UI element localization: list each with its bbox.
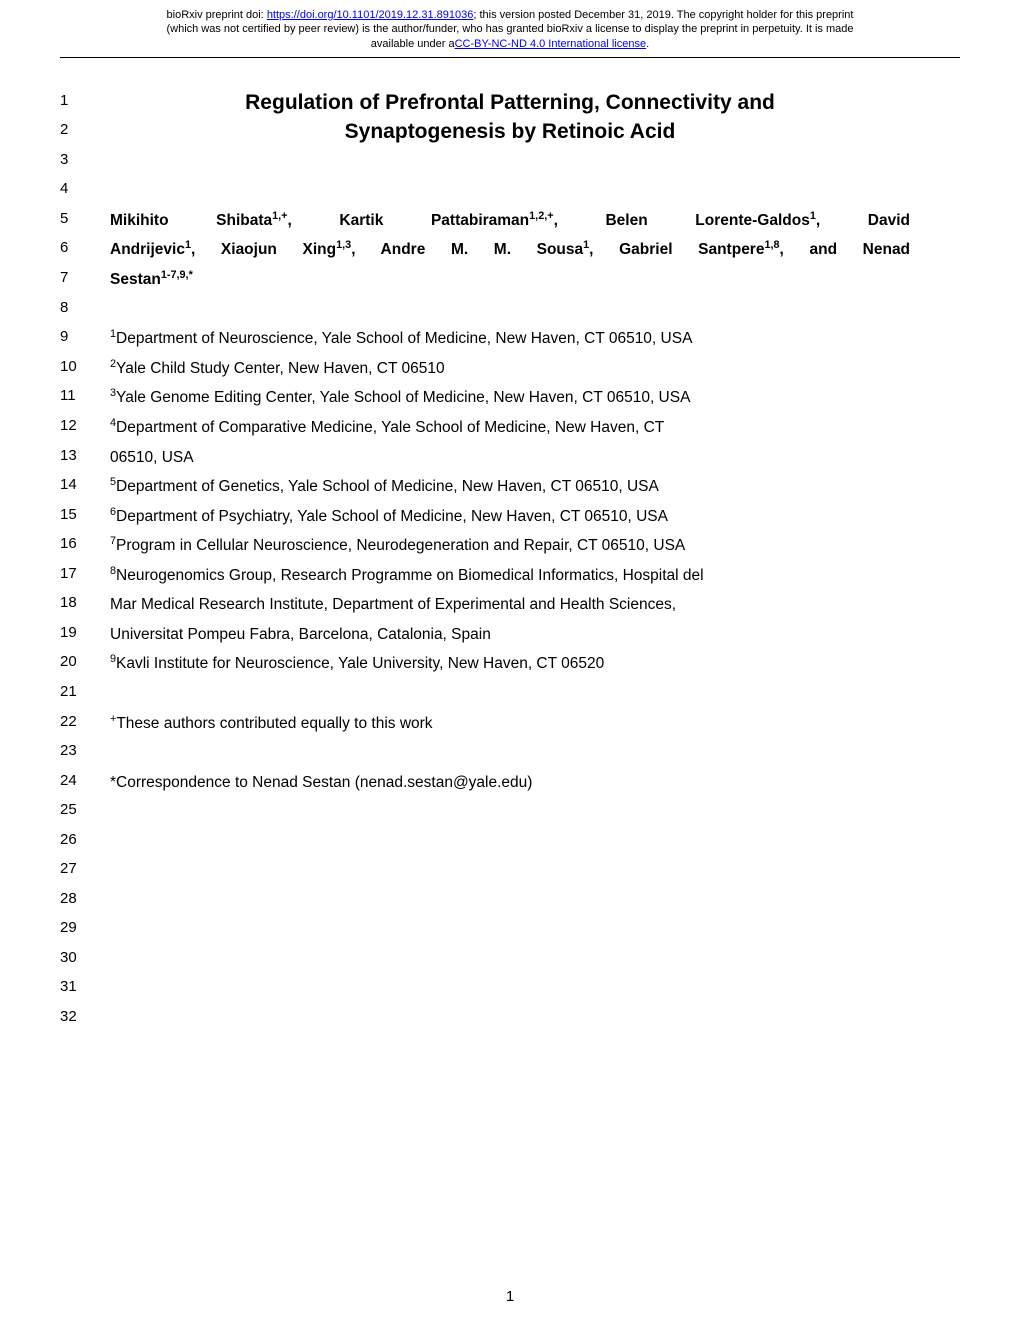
- line-number: 13: [60, 443, 110, 464]
- line-number: 7: [60, 265, 110, 286]
- line-number: 6: [60, 235, 110, 256]
- line-number: 32: [60, 1004, 110, 1025]
- page-wrapper: bioRxiv preprint doi: https://doi.org/10…: [0, 0, 1020, 1320]
- authors-line-1: Mikihito Shibata1,+, Kartik Pattabiraman…: [110, 206, 910, 236]
- affiliation-8b: Mar Medical Research Institute, Departme…: [110, 590, 910, 619]
- line-row: 9 1Department of Neuroscience, Yale Scho…: [60, 324, 910, 354]
- line-row: 23: [60, 738, 910, 768]
- line-row: 14 5Department of Genetics, Yale School …: [60, 472, 910, 502]
- affiliation-4b: 06510, USA: [110, 443, 910, 472]
- line-number: 28: [60, 886, 110, 907]
- preprint-header: bioRxiv preprint doi: https://doi.org/10…: [0, 0, 1020, 55]
- line-number: 15: [60, 502, 110, 523]
- line-number: 8: [60, 295, 110, 316]
- header-prefix: bioRxiv preprint doi:: [167, 9, 267, 21]
- line-row: 7 Sestan1-7,9,*: [60, 265, 910, 295]
- line-number: 20: [60, 649, 110, 670]
- line-number: 23: [60, 738, 110, 759]
- line-number: 3: [60, 147, 110, 168]
- affiliation-1: 1Department of Neuroscience, Yale School…: [110, 324, 910, 354]
- affiliation-8c: Universitat Pompeu Fabra, Barcelona, Cat…: [110, 620, 910, 649]
- correspondence: *Correspondence to Nenad Sestan (nenad.s…: [110, 768, 910, 797]
- line-row: 12 4Department of Comparative Medicine, …: [60, 413, 910, 443]
- line-number: 5: [60, 206, 110, 227]
- line-number: 2: [60, 117, 110, 138]
- authors-line-2: Andrijevic1, Xiaojun Xing1,3, Andre M. M…: [110, 235, 910, 265]
- line-row: 11 3Yale Genome Editing Center, Yale Sch…: [60, 383, 910, 413]
- line-row: 3: [60, 147, 910, 177]
- affiliation-8a: 8Neurogenomics Group, Research Programme…: [110, 561, 910, 591]
- line-row: 25: [60, 797, 910, 827]
- line-row: 29: [60, 915, 910, 945]
- header-suffix-1: ; this version posted December 31, 2019.…: [473, 9, 853, 21]
- affiliation-9: 9Kavli Institute for Neuroscience, Yale …: [110, 649, 910, 679]
- line-number: 10: [60, 354, 110, 375]
- line-number: 16: [60, 531, 110, 552]
- line-row: 22 +These authors contributed equally to…: [60, 709, 910, 739]
- line-row: 27: [60, 856, 910, 886]
- line-row: 13 06510, USA: [60, 443, 910, 473]
- line-row: 30: [60, 945, 910, 975]
- line-row: 20 9Kavli Institute for Neuroscience, Ya…: [60, 649, 910, 679]
- line-number: 30: [60, 945, 110, 966]
- line-row: 15 6Department of Psychiatry, Yale Schoo…: [60, 502, 910, 532]
- affiliation-4a: 4Department of Comparative Medicine, Yal…: [110, 413, 910, 443]
- doi-link[interactable]: https://doi.org/10.1101/2019.12.31.89103…: [267, 9, 474, 21]
- line-row: 6 Andrijevic1, Xiaojun Xing1,3, Andre M.…: [60, 235, 910, 265]
- line-number: 22: [60, 709, 110, 730]
- affiliation-5: 5Department of Genetics, Yale School of …: [110, 472, 910, 502]
- header-suffix-3: .: [646, 38, 649, 50]
- title-line-1: Regulation of Prefrontal Patterning, Con…: [110, 88, 910, 117]
- header-prefix-3: available under a: [371, 38, 455, 50]
- line-number: 4: [60, 176, 110, 197]
- line-row: 4: [60, 176, 910, 206]
- line-number: 19: [60, 620, 110, 641]
- license-link[interactable]: CC-BY-NC-ND 4.0 International license: [455, 38, 647, 50]
- affiliation-3: 3Yale Genome Editing Center, Yale School…: [110, 383, 910, 413]
- line-number: 11: [60, 383, 110, 404]
- line-row: 10 2Yale Child Study Center, New Haven, …: [60, 354, 910, 384]
- page-number: 1: [506, 1288, 514, 1305]
- authors-line-3: Sestan1-7,9,*: [110, 265, 910, 295]
- line-number: 21: [60, 679, 110, 700]
- line-number: 9: [60, 324, 110, 345]
- line-number: 17: [60, 561, 110, 582]
- equal-contribution: +These authors contributed equally to th…: [110, 709, 910, 739]
- affiliation-2: 2Yale Child Study Center, New Haven, CT …: [110, 354, 910, 384]
- line-row: 31: [60, 974, 910, 1004]
- line-number: 26: [60, 827, 110, 848]
- line-number: 31: [60, 974, 110, 995]
- line-number: 24: [60, 768, 110, 789]
- affiliation-7: 7Program in Cellular Neuroscience, Neuro…: [110, 531, 910, 561]
- line-row: 28: [60, 886, 910, 916]
- header-line-3: available under aCC-BY-NC-ND 4.0 Interna…: [60, 37, 960, 51]
- line-row: 24 *Correspondence to Nenad Sestan (nena…: [60, 768, 910, 798]
- line-number: 14: [60, 472, 110, 493]
- line-number: 27: [60, 856, 110, 877]
- line-row: 8: [60, 295, 910, 325]
- line-number: 29: [60, 915, 110, 936]
- line-row: 1 Regulation of Prefrontal Patterning, C…: [60, 88, 910, 118]
- line-row: 26: [60, 827, 910, 857]
- line-row: 16 7Program in Cellular Neuroscience, Ne…: [60, 531, 910, 561]
- line-row: 5 Mikihito Shibata1,+, Kartik Pattabiram…: [60, 206, 910, 236]
- content-area: 1 Regulation of Prefrontal Patterning, C…: [0, 58, 1020, 1073]
- line-row: 19 Universitat Pompeu Fabra, Barcelona, …: [60, 620, 910, 650]
- title-line-2: Synaptogenesis by Retinoic Acid: [110, 117, 910, 146]
- line-number: 25: [60, 797, 110, 818]
- line-row: 32: [60, 1004, 910, 1034]
- line-number: 12: [60, 413, 110, 434]
- affiliation-6: 6Department of Psychiatry, Yale School o…: [110, 502, 910, 532]
- line-row: 17 8Neurogenomics Group, Research Progra…: [60, 561, 910, 591]
- line-row: 21: [60, 679, 910, 709]
- line-number: 1: [60, 88, 110, 109]
- line-number: 18: [60, 590, 110, 611]
- line-row: 2 Synaptogenesis by Retinoic Acid: [60, 117, 910, 147]
- line-row: 18 Mar Medical Research Institute, Depar…: [60, 590, 910, 620]
- header-line-1: bioRxiv preprint doi: https://doi.org/10…: [60, 8, 960, 22]
- header-line-2: (which was not certified by peer review)…: [60, 22, 960, 36]
